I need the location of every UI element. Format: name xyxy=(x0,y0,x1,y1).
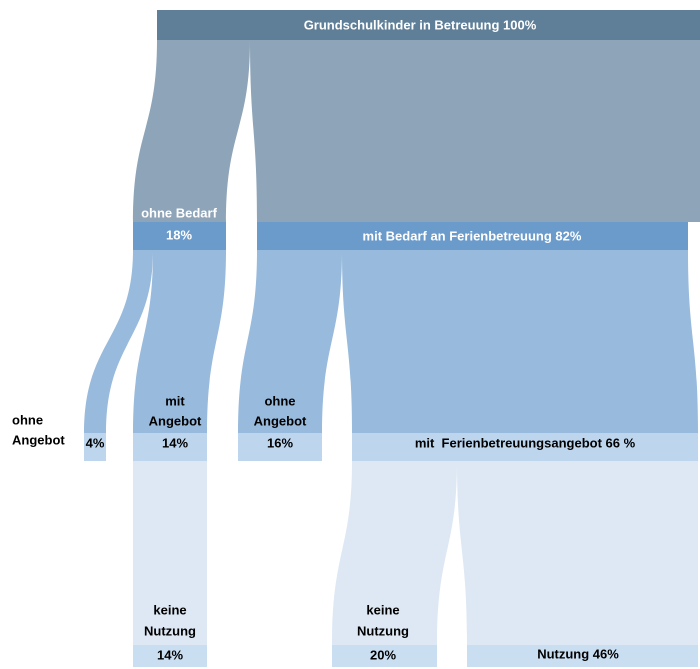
node-label: Angebot xyxy=(254,413,307,428)
node-label: keine xyxy=(366,602,399,617)
node-label: ohne xyxy=(264,393,295,408)
node xyxy=(352,433,698,461)
flow xyxy=(84,250,153,433)
flow xyxy=(457,461,698,645)
node-label: 4% xyxy=(86,435,105,450)
node xyxy=(157,10,700,40)
node xyxy=(238,433,322,461)
node-label: Nutzung 46% xyxy=(537,646,619,661)
node-label: 20% xyxy=(370,647,396,662)
node xyxy=(257,222,688,250)
node-label: Angebot xyxy=(149,413,202,428)
flow xyxy=(133,250,226,433)
node-label: Nutzung xyxy=(357,623,409,638)
flow xyxy=(332,461,457,645)
flow xyxy=(250,40,700,222)
node-label: 14% xyxy=(157,647,183,662)
node-label: 16% xyxy=(267,435,293,450)
node-label: mit xyxy=(165,393,185,408)
flow xyxy=(238,250,342,433)
node-label: mit Bedarf an Ferienbetreuung 82% xyxy=(363,228,582,243)
node xyxy=(133,222,226,250)
node xyxy=(332,645,437,667)
node-label: Nutzung xyxy=(144,623,196,638)
node xyxy=(467,645,698,667)
node xyxy=(84,433,106,461)
node-label: ohne Bedarf xyxy=(141,205,218,220)
node-label: Grundschulkinder in Betreuung 100% xyxy=(304,17,537,32)
node-label: mit Ferienbetreuungsangebot 66 % xyxy=(415,435,636,450)
node xyxy=(133,645,207,667)
node xyxy=(133,433,207,461)
flow xyxy=(133,461,207,645)
flow xyxy=(133,40,250,222)
node-label: 14% xyxy=(162,435,188,450)
node-label: keine xyxy=(153,602,186,617)
flow xyxy=(342,250,698,433)
node-label: ohne xyxy=(12,412,43,427)
node-label: 18% xyxy=(166,227,192,242)
node-label: Angebot xyxy=(12,432,65,447)
